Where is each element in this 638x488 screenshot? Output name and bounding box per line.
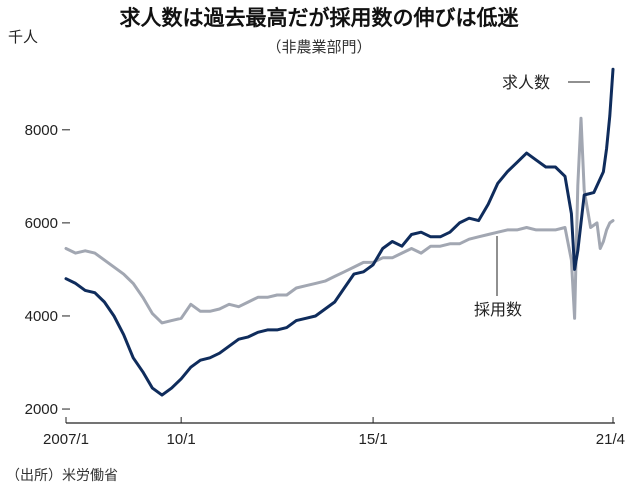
y-tick-label: 6000 <box>25 215 58 232</box>
x-tick-label: 2007/1 <box>43 431 89 448</box>
chart-subtitle: （非農業部門） <box>266 38 371 56</box>
series-layer <box>64 67 615 397</box>
y-tick-label: 2000 <box>25 401 58 418</box>
series-line-job-openings <box>64 67 615 397</box>
x-tick-label: 21/4 <box>596 431 625 448</box>
y-tick-label: 4000 <box>25 308 58 325</box>
series-line-hires <box>64 116 615 325</box>
axes: 2000 4000 6000 8000 2007/1 10/1 15/1 21/4 <box>25 122 625 448</box>
series-label-hires: 採用数 <box>474 300 522 319</box>
y-tick-label: 8000 <box>25 122 58 139</box>
x-tick-label: 15/1 <box>358 431 387 448</box>
chart-title: 求人数は過去最高だが採用数の伸びは低迷 <box>120 6 520 30</box>
series-label-job-openings: 求人数 <box>502 73 550 92</box>
y-unit-label: 千人 <box>8 28 38 46</box>
x-tick-label: 10/1 <box>167 431 196 448</box>
source-note: （出所）米労働省 <box>6 468 118 484</box>
